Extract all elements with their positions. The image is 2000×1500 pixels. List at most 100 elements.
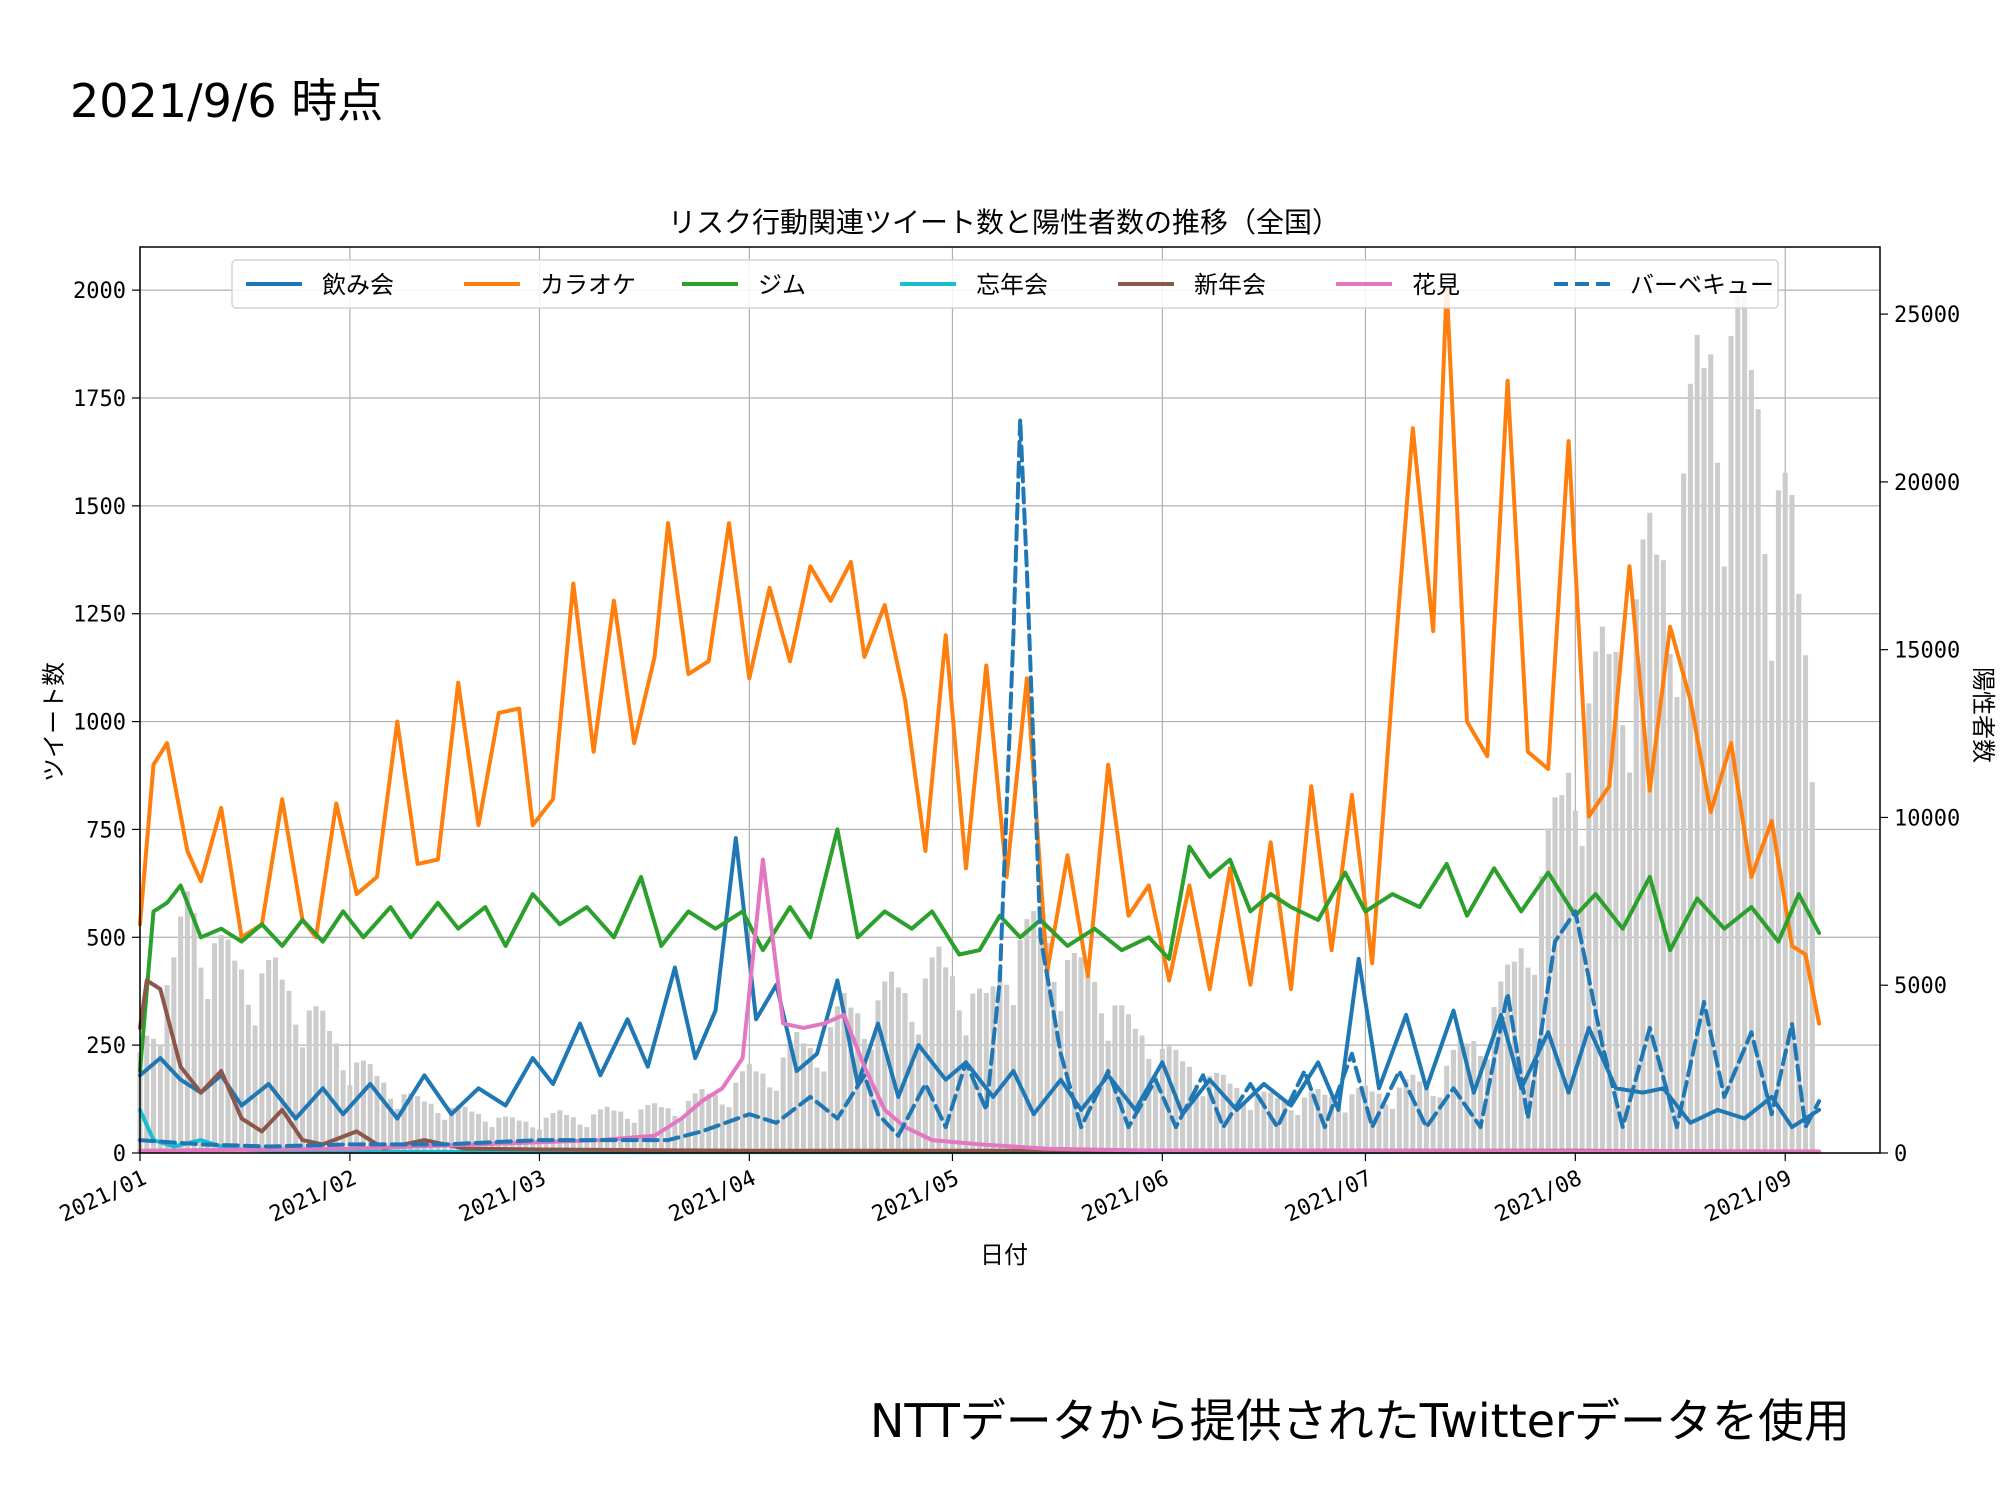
series-line-2	[138, 827, 1822, 1073]
positives-bar	[374, 1075, 380, 1153]
legend-label: 忘年会	[976, 271, 1048, 299]
x-ticks: 2021/01 2021/02 2021/03 2021/04 2021/05 2021/…	[56, 1153, 1796, 1228]
positives-bar	[1376, 1093, 1382, 1153]
positives-bar	[144, 1035, 150, 1153]
positives-bar	[1647, 512, 1653, 1153]
positives-bar	[1748, 370, 1754, 1153]
positives-bar	[990, 986, 996, 1153]
positives-bar	[1708, 354, 1714, 1153]
data-source-note: NTTデータから提供されたTwitterデータを使用	[870, 1394, 1850, 1448]
positives-bar	[1159, 1048, 1165, 1153]
positives-bar	[489, 1127, 495, 1153]
positives-bar	[1660, 560, 1666, 1153]
positives-bar	[563, 1114, 570, 1153]
positives-bar	[151, 1038, 157, 1153]
positives-bar	[787, 1041, 793, 1153]
positives-bar	[1430, 1095, 1436, 1153]
positives-bar	[1654, 554, 1660, 1153]
positives-bar	[1247, 1110, 1253, 1153]
positives-bar	[1220, 1074, 1226, 1153]
positives-bar	[482, 1121, 488, 1153]
positives-bar	[1464, 1043, 1470, 1153]
positives-bar	[1146, 1058, 1152, 1153]
positives-bar	[1004, 984, 1010, 1153]
page-heading: 2021/9/6 時点	[70, 74, 384, 128]
legend-label: 新年会	[1194, 271, 1266, 299]
positives-bar	[1051, 981, 1057, 1153]
positives-bar	[794, 1032, 800, 1153]
positives-bar	[1268, 1092, 1274, 1153]
positives-bar	[882, 981, 888, 1153]
positives-bar	[1484, 1059, 1490, 1153]
y2-tick-label: 25000	[1894, 303, 1960, 328]
positives-bar	[421, 1101, 427, 1153]
positives-bar	[807, 1047, 813, 1153]
positives-bar	[327, 1031, 333, 1153]
positives-bar	[455, 1105, 461, 1153]
positives-bar	[272, 957, 278, 1153]
positives-bar	[1112, 1005, 1118, 1153]
x-axis-title: 日付	[980, 1241, 1028, 1269]
positives-bar	[1518, 948, 1524, 1153]
positives-bar	[1308, 1091, 1314, 1153]
positives-bar	[685, 1100, 691, 1153]
plot-frame	[139, 246, 1881, 1154]
positives-bar	[1755, 409, 1761, 1153]
positives-bar	[719, 1104, 725, 1153]
positives-bar	[1633, 599, 1639, 1153]
positives-bar	[408, 1093, 414, 1153]
positives-bar	[875, 1000, 881, 1153]
positives-bar	[1254, 1094, 1260, 1153]
y-ticks: 0 250 500 750 1000 1250 1500 1750 2000	[73, 279, 140, 1167]
y2-tick-label: 0	[1894, 1142, 1907, 1167]
positives-bar	[448, 1107, 454, 1153]
positives-bar	[1620, 725, 1626, 1153]
positives-bar	[746, 1064, 752, 1153]
positives-bars	[137, 281, 1815, 1154]
positives-bar	[1010, 1005, 1016, 1153]
positives-bar	[1559, 795, 1565, 1153]
positives-bar	[699, 1088, 705, 1153]
positives-bar	[800, 1043, 807, 1153]
positives-bar	[1471, 1041, 1477, 1153]
positives-bar	[1410, 1074, 1416, 1153]
x-tick-label: 2021/01	[56, 1166, 151, 1228]
positives-bar	[198, 967, 204, 1153]
positives-bar	[367, 1064, 373, 1153]
positives-bar	[1085, 975, 1091, 1153]
positives-bar	[1403, 1079, 1409, 1153]
positives-bar	[239, 969, 245, 1153]
x-tick-label: 2021/09	[1701, 1166, 1796, 1228]
positives-bar	[828, 1027, 834, 1153]
positives-bar	[1667, 653, 1673, 1153]
positives-bar	[611, 1110, 617, 1153]
positives-bar	[1261, 1091, 1267, 1153]
positives-bar	[157, 1044, 163, 1153]
positives-bar	[1281, 1100, 1287, 1153]
positives-bar	[1180, 1061, 1186, 1153]
positives-bar	[692, 1093, 698, 1153]
positives-bar	[997, 970, 1003, 1153]
positives-bar	[821, 1071, 827, 1153]
positives-bar	[1105, 1040, 1111, 1153]
x-tick-label: 2021/02	[266, 1166, 361, 1228]
positives-bar	[1288, 1110, 1294, 1153]
positives-bar	[1579, 846, 1585, 1153]
positives-bar	[1125, 1014, 1132, 1153]
positives-bar	[1742, 281, 1748, 1153]
positives-bar	[638, 1109, 644, 1153]
positives-bar	[591, 1114, 597, 1153]
positives-bar	[624, 1118, 631, 1153]
x-tick-label: 2021/05	[868, 1166, 963, 1228]
positives-bar	[259, 973, 265, 1153]
positives-bar	[394, 1108, 400, 1153]
positives-bar	[645, 1104, 651, 1153]
chart-title: リスク行動関連ツイート数と陽性者数の推移（全国）	[668, 206, 1340, 239]
positives-bar	[475, 1113, 482, 1153]
positives-bar	[354, 1062, 360, 1153]
legend-label: バーベキュー	[1630, 271, 1774, 299]
y-tick-label: 1750	[73, 387, 126, 412]
x-tick-label: 2021/08	[1491, 1166, 1586, 1228]
positives-bar	[1586, 703, 1592, 1153]
positives-bar	[1505, 964, 1511, 1153]
